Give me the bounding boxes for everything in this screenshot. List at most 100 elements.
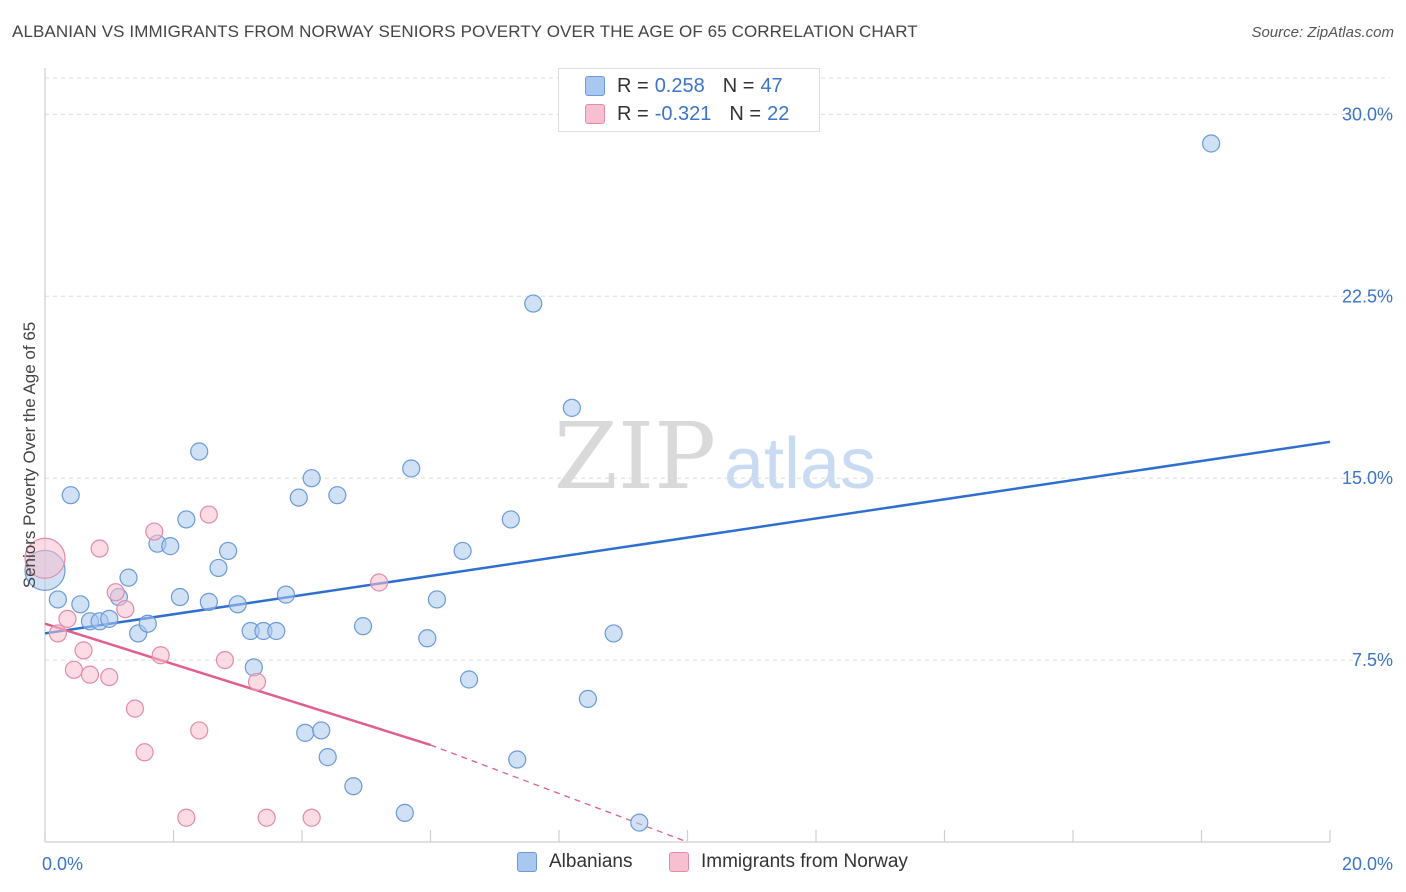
norway-point	[370, 573, 389, 592]
norway-point	[215, 650, 234, 670]
bottom-legend-albanians: Albanians	[517, 851, 632, 873]
albanians-point	[302, 469, 321, 488]
albanians-point	[312, 721, 331, 740]
norway-point	[100, 667, 119, 687]
albanians-point	[119, 568, 138, 587]
tick-labels: 7.5% 15.0% 22.5% 30.0% 0.0% 20.0%	[42, 104, 1393, 874]
norway-point	[58, 609, 77, 628]
albanians-point	[402, 459, 421, 478]
legend-row-norway: R = -0.321 N = 22	[585, 101, 789, 127]
legend-n-label: N =	[729, 102, 762, 125]
legend-swatch-albanians	[585, 76, 605, 96]
norway-point	[177, 808, 196, 827]
albanians-point	[190, 442, 209, 461]
data-points	[24, 134, 1221, 832]
albanians-point	[578, 689, 598, 709]
norway-point	[64, 660, 84, 679]
x-tick-label: 20.0%	[1342, 854, 1393, 874]
norway-point	[135, 743, 154, 762]
albanians-point	[48, 590, 67, 609]
chart-title: ALBANIAN VS IMMIGRANTS FROM NORWAY SENIO…	[12, 22, 918, 41]
watermark: ZIP atlas	[554, 403, 876, 510]
trend-lines	[44, 440, 1331, 843]
norway-point	[302, 808, 321, 827]
albanians-point	[61, 486, 80, 505]
legend-r-label: R =	[617, 102, 649, 125]
albanians-point	[459, 670, 479, 689]
correlation-legend: R = 0.258 N = 47 R = -0.321 N = 22	[558, 68, 820, 132]
albanians-point	[161, 537, 180, 556]
bottom-legend-label: Immigrants from Norway	[701, 851, 908, 872]
albanians-trend-line	[44, 440, 1331, 635]
y-axis-label: Seniors Poverty Over the Age of 65	[20, 321, 39, 589]
norway-point	[80, 665, 100, 684]
norway-point	[116, 600, 135, 619]
norway-point	[24, 537, 66, 579]
norway-point	[106, 583, 125, 602]
albanians-point	[501, 510, 520, 529]
norway-point	[199, 505, 218, 524]
albanians-point	[630, 813, 649, 832]
y-tick-label: 7.5%	[1352, 650, 1393, 670]
albanians-point	[100, 609, 119, 628]
albanians-point	[395, 803, 414, 822]
norway-point	[48, 624, 67, 643]
norway-trend-extension	[430, 744, 688, 843]
albanians-point	[199, 592, 218, 611]
albanians-point	[344, 777, 363, 796]
albanians-point	[138, 614, 157, 633]
norway-point	[257, 808, 276, 827]
norway-point	[74, 641, 93, 660]
legend-r-value: 0.258	[654, 74, 705, 97]
legend-n-value: 22	[767, 102, 790, 125]
bottom-legend-label: Albanians	[549, 851, 633, 872]
bottom-legend-swatch-albanians	[517, 852, 537, 872]
watermark-zip: ZIP	[554, 403, 716, 510]
watermark-atlas: atlas	[724, 424, 876, 504]
legend-r-value: -0.321	[654, 102, 712, 125]
bottom-legend-swatch-norway	[669, 852, 689, 872]
norway-point	[145, 522, 164, 541]
albanians-point	[177, 510, 196, 529]
legend-n-value: 47	[760, 74, 783, 97]
albanians-point	[276, 585, 296, 604]
y-tick-label: 15.0%	[1342, 468, 1393, 488]
y-tick-label: 30.0%	[1342, 104, 1393, 124]
norway-point	[247, 672, 267, 692]
albanians-point	[289, 488, 308, 507]
axes	[44, 68, 1331, 843]
albanians-point	[228, 595, 247, 614]
albanians-point	[562, 398, 581, 417]
albanians-point	[604, 624, 623, 643]
albanians-point	[418, 629, 437, 648]
albanians-point	[328, 486, 347, 505]
y-tick-label: 22.5%	[1342, 286, 1393, 306]
gridlines	[45, 77, 1390, 661]
legend-row-albanians: R = 0.258 N = 47	[585, 73, 783, 99]
norway-point	[190, 721, 209, 740]
albanians-point	[318, 748, 337, 767]
albanians-point	[427, 590, 447, 609]
albanians-point	[219, 541, 238, 561]
legend-n-label: N =	[722, 74, 755, 97]
x-tick-label: 0.0%	[42, 854, 83, 874]
bottom-legend-norway: Immigrants from Norway	[669, 851, 908, 873]
albanians-point	[453, 541, 472, 561]
legend-r-label: R =	[617, 74, 649, 97]
source-credit: Source: ZipAtlas.com	[1251, 24, 1394, 41]
albanians-point	[209, 558, 228, 578]
albanians-point	[353, 617, 373, 636]
albanians-point	[170, 587, 190, 607]
norway-point	[125, 699, 145, 718]
legend-swatch-norway	[585, 104, 605, 124]
albanians-point	[71, 595, 90, 614]
albanians-point	[508, 750, 527, 769]
norway-point	[90, 539, 109, 558]
norway-trend-line	[44, 622, 431, 747]
albanians-point	[296, 723, 315, 742]
albanians-point	[267, 621, 286, 641]
albanians-point	[524, 294, 543, 313]
albanians-point	[1202, 134, 1221, 153]
norway-point	[151, 646, 170, 665]
